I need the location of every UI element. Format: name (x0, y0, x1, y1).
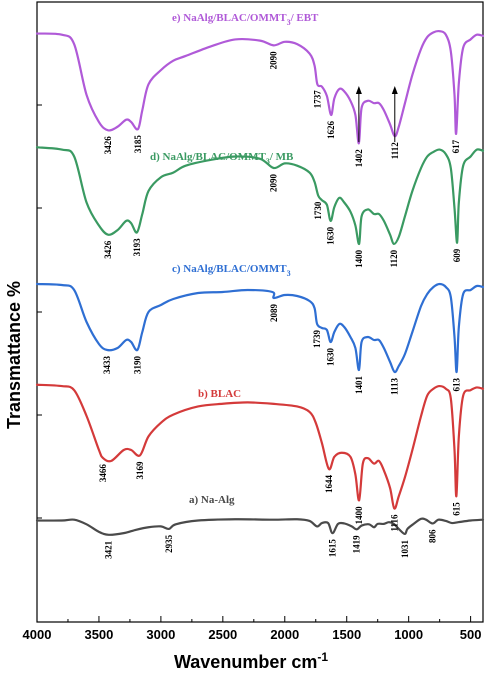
peak-label-d-1730: 1730 (313, 201, 323, 220)
series-label-a: a) Na-Alg (189, 494, 235, 506)
peak-label-b-615: 615 (451, 502, 461, 516)
peak-arrow-head (355, 86, 362, 94)
x-axis-ticks: 4000 3500 3000 2500 2000 1500 1000 500 (23, 616, 482, 642)
peak-label-c-3190: 3190 (132, 356, 142, 375)
x-tick-label: 3500 (84, 627, 113, 642)
series-line-d (35, 146, 485, 246)
x-tick-label: 3000 (146, 627, 175, 642)
x-tick-label: 4000 (23, 627, 52, 642)
series-label-text: b) BLAC (198, 388, 241, 400)
peak-label-d-2090: 2090 (269, 174, 279, 193)
peak-annotations: 3421 2935 1615 1419 1031 806 3466 3169 1644 1400 1… (98, 51, 462, 559)
peak-label-c-3433: 3433 (102, 356, 112, 375)
series-line-e (35, 29, 485, 145)
peak-label-e-1112: 1112 (390, 142, 400, 160)
peak-label-d-1630: 1630 (326, 226, 336, 245)
x-tick-label: 2500 (208, 627, 237, 642)
peak-label-c-2089: 2089 (269, 304, 279, 323)
peak-label-c-1401: 1401 (354, 376, 364, 395)
peak-label-e-1402: 1402 (354, 149, 364, 168)
series-label-text: a) Na-Alg (189, 494, 235, 506)
peak-label-a-1615: 1615 (327, 539, 337, 558)
series-label-subscript: 3 (266, 157, 270, 166)
series-label-d: d) NaAlg/BLAC/OMMT3/ MB (150, 151, 294, 166)
peak-label-d-1120: 1120 (389, 249, 399, 267)
peak-label-b-3169: 3169 (135, 461, 145, 480)
series-label-subscript: 3 (287, 18, 291, 27)
peak-label-c-1113: 1113 (390, 378, 400, 396)
x-axis-title-superscript: -1 (317, 650, 328, 664)
peak-label-c-613: 613 (452, 378, 462, 392)
peak-label-d-1400: 1400 (354, 249, 364, 268)
series-label-c: c) NaAlg/BLAC/OMMT3 (172, 263, 291, 278)
series-line-a (35, 517, 485, 536)
peak-label-e-3185: 3185 (133, 135, 143, 154)
x-tick-label: 1500 (332, 627, 361, 642)
peak-label-e-1626: 1626 (326, 120, 336, 138)
peak-label-b-1116: 1116 (389, 514, 399, 532)
series-label-e: e) NaAlg/BLAC/OMMT3/ EBT (172, 12, 319, 27)
series-layer (35, 29, 485, 536)
peak-label-a-3421: 3421 (104, 540, 114, 559)
peak-label-c-1739: 1739 (312, 330, 322, 349)
x-axis-title: Wavenumber cm-1 (174, 650, 328, 672)
peak-label-d-609: 609 (452, 248, 462, 262)
peak-label-d-3193: 3193 (132, 238, 142, 257)
peak-label-b-1644: 1644 (324, 475, 334, 494)
series-label-suffix: / MB (269, 151, 294, 163)
peak-label-e-617: 617 (451, 139, 461, 153)
peak-label-e-3426: 3426 (103, 136, 113, 155)
peak-label-b-1400: 1400 (354, 506, 364, 525)
y-axis-ticks (37, 104, 42, 519)
x-tick-label: 2000 (270, 627, 299, 642)
peak-label-c-1630: 1630 (326, 348, 336, 367)
peak-label-a-1419: 1419 (352, 535, 362, 554)
peak-label-b-3466: 3466 (98, 464, 108, 483)
peak-label-e-1737: 1737 (312, 90, 322, 109)
series-label-text: e) NaAlg/BLAC/OMMT (172, 12, 287, 24)
series-line-c (35, 282, 485, 374)
peak-label-e-2090: 2090 (269, 51, 279, 69)
peak-label-a-806: 806 (428, 529, 438, 543)
peak-arrow-head (391, 86, 398, 94)
plot-frame (36, 1, 484, 623)
x-axis-title-text: Wavenumber cm (174, 652, 317, 672)
peak-label-a-2935: 2935 (164, 534, 174, 553)
peak-label-d-3426: 3426 (103, 240, 113, 259)
series-label-text: d) NaAlg/BLAC/OMMT (150, 151, 266, 163)
peak-label-a-1031: 1031 (400, 539, 410, 558)
series-line-b (35, 383, 485, 510)
y-axis-title: Transmattance % (4, 281, 24, 429)
x-tick-label: 500 (460, 627, 482, 642)
x-tick-label: 1000 (394, 627, 423, 642)
series-label-text: c) NaAlg/BLAC/OMMT (172, 263, 287, 275)
series-label-subscript: 3 (287, 269, 291, 278)
series-label-suffix: / EBT (290, 12, 319, 24)
series-label-b: b) BLAC (198, 388, 241, 400)
